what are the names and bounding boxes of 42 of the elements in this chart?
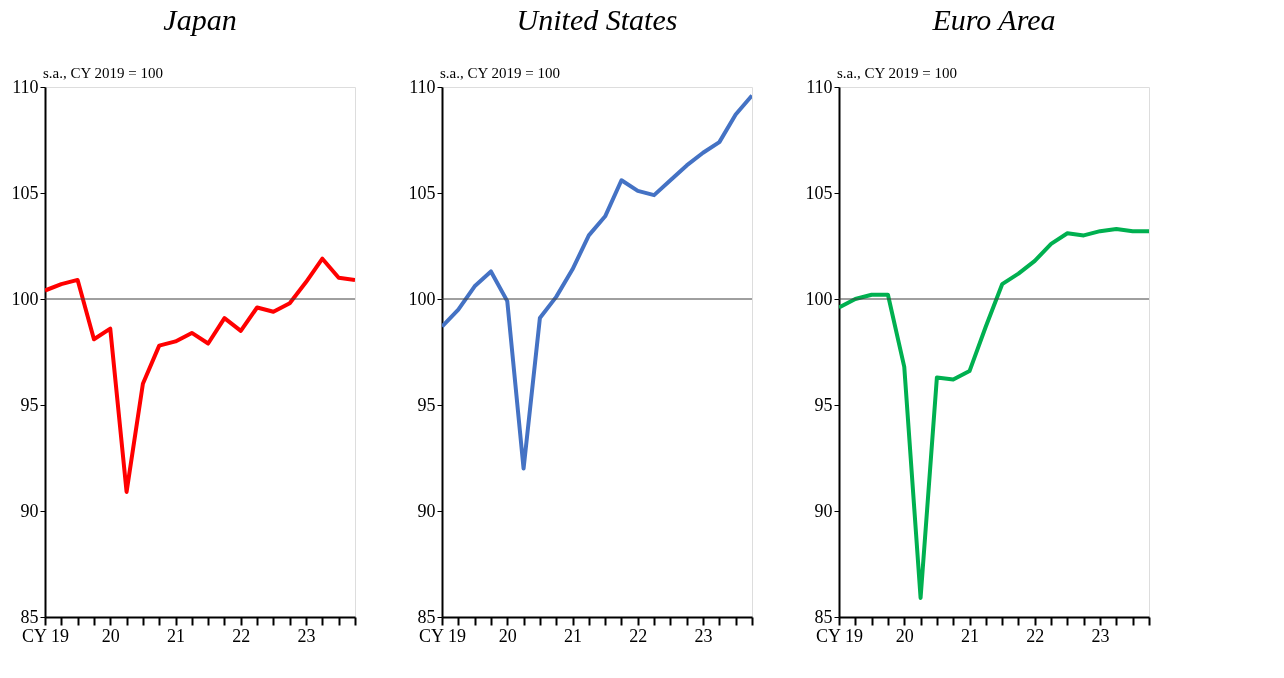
y-tick-label: 105: [11, 182, 39, 203]
x-tick-label: CY 19: [419, 625, 466, 646]
y-tick-label: 110: [409, 76, 436, 97]
text: s.a., CY 2019 = 100: [837, 65, 957, 81]
x-tick-label: 20: [895, 625, 914, 646]
x-tick-label: 23: [1091, 625, 1110, 646]
y-tick-label: 100: [805, 288, 833, 309]
x-tick-label: 22: [1026, 625, 1045, 646]
y-tick-label: 85: [814, 606, 833, 627]
line-series: [839, 227, 1149, 600]
x-tick-label: CY 19: [816, 625, 863, 646]
chart-title: Japan: [163, 3, 237, 36]
y-tick-label: 90: [417, 500, 436, 521]
y-tick-label: 90: [20, 500, 39, 521]
text: s.a., CY 2019 = 100: [440, 65, 560, 81]
y-tick-label: 100: [11, 288, 39, 309]
line-series: [45, 256, 355, 494]
x-tick-label: CY 19: [22, 625, 69, 646]
x-tick-label: 21: [564, 625, 583, 646]
y-tick-label: 105: [408, 182, 436, 203]
y-tick-label: 110: [806, 76, 833, 97]
y-tick-label: 85: [20, 606, 39, 627]
y-tick-label: 95: [814, 394, 833, 415]
x-tick-label: 20: [498, 625, 517, 646]
x-tick-label: 22: [629, 625, 648, 646]
text: s.a., CY 2019 = 100: [43, 65, 163, 81]
y-tick-label: 110: [12, 76, 39, 97]
chart-title: United States: [516, 3, 678, 36]
x-tick-label: 21: [167, 625, 186, 646]
x-tick-label: 23: [694, 625, 713, 646]
x-tick-label: 22: [232, 625, 251, 646]
y-tick-label: 105: [805, 182, 833, 203]
y-tick-label: 100: [408, 288, 436, 309]
chart-title: Euro Area: [931, 3, 1056, 36]
y-tick-label: 95: [20, 394, 39, 415]
x-tick-label: 21: [961, 625, 980, 646]
x-tick-label: 23: [297, 625, 316, 646]
line-series: [442, 93, 752, 471]
x-tick-label: 20: [101, 625, 120, 646]
y-tick-label: 90: [814, 500, 833, 521]
y-tick-label: 85: [417, 606, 436, 627]
y-tick-label: 95: [417, 394, 436, 415]
